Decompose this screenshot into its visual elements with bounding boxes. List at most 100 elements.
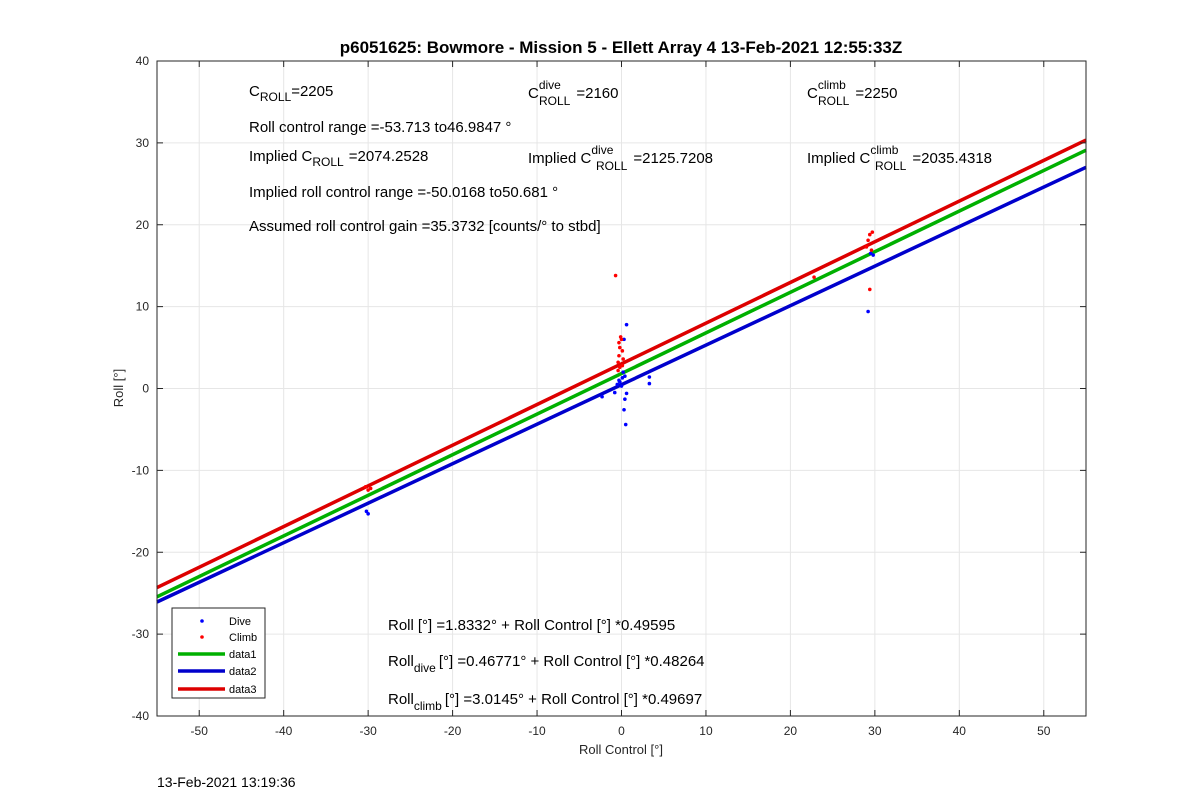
point-climb: [618, 345, 622, 350]
legend-label-climb: Climb: [229, 632, 257, 644]
point-climb: [869, 248, 874, 252]
point-dive: [623, 422, 628, 427]
fit-dive-equation: Rolldive [°] =0.46771° + Roll Control [°]…: [388, 653, 705, 675]
implied-c-roll-value: =2074.2528: [349, 148, 429, 165]
implied-c-roll-climb-annotation: Implied Cclimb ROLL =2035.4318: [807, 143, 992, 173]
implied-c-roll-climb-sub: ROLL: [875, 159, 907, 173]
x-tick-label: -20: [444, 724, 462, 738]
point-dive: [647, 381, 652, 386]
x-axis-label: Roll Control [°]: [579, 742, 663, 757]
x-tick-label: 50: [1037, 724, 1051, 738]
x-tick-label: -50: [191, 724, 209, 738]
assumed-roll-control-gain: Assumed roll control gain =35.3732 [coun…: [249, 218, 601, 235]
c-roll-value: =2205: [291, 83, 333, 100]
x-tick-label: 20: [784, 724, 798, 738]
point-dive: [871, 253, 875, 257]
implied-c-roll-dive-sub: ROLL: [596, 159, 628, 173]
x-tick-label: 0: [618, 724, 625, 738]
implied-c-roll-prefix: Implied C: [249, 148, 313, 165]
point-dive: [620, 376, 625, 380]
point-climb: [368, 486, 373, 491]
implied-c-roll-annotation: Implied CROLL =2074.2528: [249, 148, 428, 169]
c-roll-climb-value: =2250: [855, 85, 897, 102]
implied-c-roll-dive-value: =2125.7208: [633, 150, 713, 167]
point-dive: [866, 309, 870, 314]
point-dive: [366, 511, 370, 516]
c-roll-dive-base: C: [528, 85, 539, 102]
fit-dive-rest: [°] =0.46771° + Roll Control [°] *0.4826…: [439, 653, 705, 670]
c-roll-dive-sup: dive: [539, 78, 561, 92]
y-tick-label: -10: [132, 463, 150, 477]
implied-roll-control-range: Implied roll control range =-50.0168 to5…: [249, 184, 558, 201]
point-climb: [618, 365, 622, 370]
point-dive: [619, 384, 624, 388]
fit-climb-base: Roll: [388, 691, 414, 708]
c-roll-climb-sup: climb: [818, 78, 846, 92]
point-dive: [623, 397, 627, 401]
point-climb: [613, 273, 618, 278]
x-tick-label: -30: [359, 724, 377, 738]
point-climb: [867, 287, 872, 292]
implied-c-roll-sub: ROLL: [312, 155, 344, 169]
x-tick-label: 30: [868, 724, 882, 738]
point-dive: [618, 380, 622, 384]
generation-timestamp: 13-Feb-2021 13:19:36: [157, 774, 296, 790]
implied-c-roll-dive-sup: dive: [591, 143, 613, 157]
fit-climb-rest: [°] =3.0145° + Roll Control [°] *0.49697: [445, 691, 702, 708]
legend-label-data3: data3: [229, 684, 257, 696]
point-dive: [624, 322, 629, 327]
point-climb: [867, 232, 872, 237]
x-tick-label: 40: [953, 724, 967, 738]
point-dive: [615, 382, 620, 387]
point-dive: [622, 407, 626, 412]
c-roll-climb-sub: ROLL: [818, 94, 850, 108]
data-points: [363, 230, 875, 516]
fit-all-base: Roll: [388, 617, 414, 634]
fit-climb-sub: climb: [414, 699, 442, 713]
point-climb: [616, 360, 620, 365]
point-dive: [612, 390, 617, 395]
roll-control-range: Roll control range =-53.713 to46.9847 °: [249, 119, 511, 136]
fit-dive-sub: dive: [414, 661, 436, 675]
y-tick-label: 30: [136, 136, 150, 150]
c-roll-sub: ROLL: [260, 90, 292, 104]
point-climb: [363, 484, 368, 489]
axis-ticks: -50 -40 -30 -20 -10 0 10 20 30 40 50 -40 -30 -20 -10 0 1…: [132, 54, 1086, 738]
implied-c-roll-climb-value: =2035.4318: [912, 150, 992, 167]
point-climb: [617, 353, 621, 358]
c-roll-annotation: CROLL=2205: [249, 83, 333, 104]
point-climb: [812, 275, 816, 279]
legend-marker-dive: [200, 619, 204, 623]
point-climb: [619, 337, 624, 342]
y-tick-label: 0: [142, 382, 149, 396]
point-climb: [870, 230, 875, 234]
implied-c-roll-climb-prefix: Implied C: [807, 150, 871, 167]
point-dive: [621, 370, 625, 374]
legend-label-data1: data1: [229, 649, 257, 661]
y-tick-label: 10: [136, 300, 150, 314]
point-dive: [647, 375, 652, 379]
point-dive: [600, 394, 604, 399]
y-tick-label: 20: [136, 218, 150, 232]
fit-dive-base: Roll: [388, 653, 414, 670]
fit-line-data3: [156, 138, 1087, 590]
legend-label-dive: Dive: [229, 616, 251, 628]
y-axis-label: Roll [°]: [111, 369, 126, 407]
c-roll-dive-annotation: Cdive ROLL =2160: [528, 78, 619, 108]
legend: Dive Climb data1 data2 data3: [171, 607, 266, 699]
y-tick-label: -40: [132, 709, 150, 723]
point-dive: [624, 391, 629, 396]
c-roll-climb-annotation: Cclimb ROLL =2250: [807, 78, 898, 108]
c-roll-base: C: [249, 83, 260, 100]
fit-all-equation: Roll [°] =1.8332° + Roll Control [°] *0.4…: [388, 617, 675, 634]
c-roll-dive-value: =2160: [576, 85, 618, 102]
point-climb: [620, 349, 625, 353]
y-tick-label: -30: [132, 627, 150, 641]
chart-title: p6051625: Bowmore - Mission 5 - Ellett A…: [340, 38, 903, 57]
implied-c-roll-dive-prefix: Implied C: [528, 150, 592, 167]
y-tick-label: -20: [132, 545, 150, 559]
point-climb: [616, 368, 620, 373]
x-tick-label: 10: [699, 724, 713, 738]
fit-all-rest: [°] =1.8332° + Roll Control [°] *0.49595: [418, 617, 675, 634]
